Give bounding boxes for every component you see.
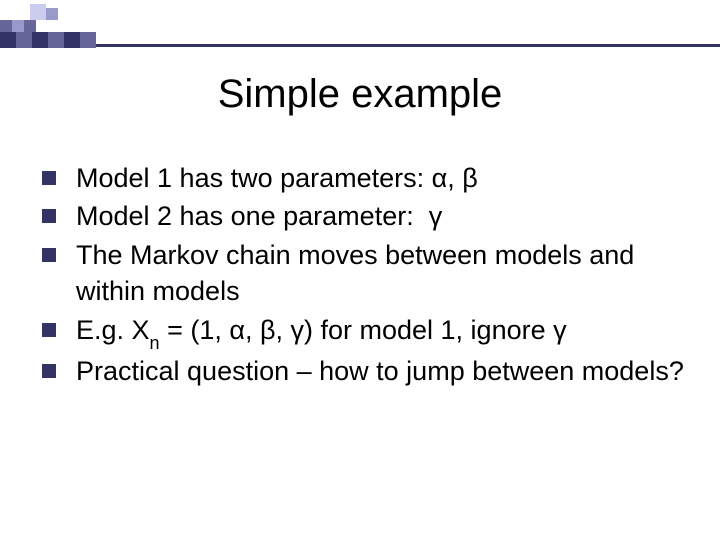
bullet-marker-icon [42,323,56,337]
slide-title: Simple example [0,72,720,117]
decoration-square [24,20,36,32]
bullet-item: E.g. Xn = (1, α, β, γ) for model 1, igno… [36,312,684,352]
bullet-marker-icon [42,209,56,223]
bullet-marker-icon [42,171,56,185]
decoration-square [16,32,32,48]
bullet-text: E.g. Xn = (1, α, β, γ) for model 1, igno… [76,315,567,345]
decoration-square [48,32,64,48]
decoration-square [46,8,58,20]
decoration-square [12,20,24,32]
bullet-text: Model 1 has two parameters: α, β [76,163,478,193]
decoration-square [0,32,16,48]
decoration-square [32,32,48,48]
corner-decoration [0,0,720,50]
bullet-marker-icon [42,248,56,262]
bullet-item: Model 1 has two parameters: α, β [36,160,684,196]
decoration-square [30,4,46,20]
bullet-item: Model 2 has one parameter: γ [36,198,684,234]
bullet-text: The Markov chain moves between models an… [76,240,634,306]
decoration-square [0,20,12,32]
decoration-square [64,32,80,48]
bullet-text: Model 2 has one parameter: γ [76,201,442,231]
decoration-square [80,32,96,48]
bullet-item: Practical question – how to jump between… [36,353,684,389]
bullet-list: Model 1 has two parameters: α, β Model 2 … [36,160,684,392]
bullet-text: Practical question – how to jump between… [76,356,684,386]
bullet-item: The Markov chain moves between models an… [36,237,684,310]
decoration-rule [96,44,720,47]
bullet-marker-icon [42,364,56,378]
